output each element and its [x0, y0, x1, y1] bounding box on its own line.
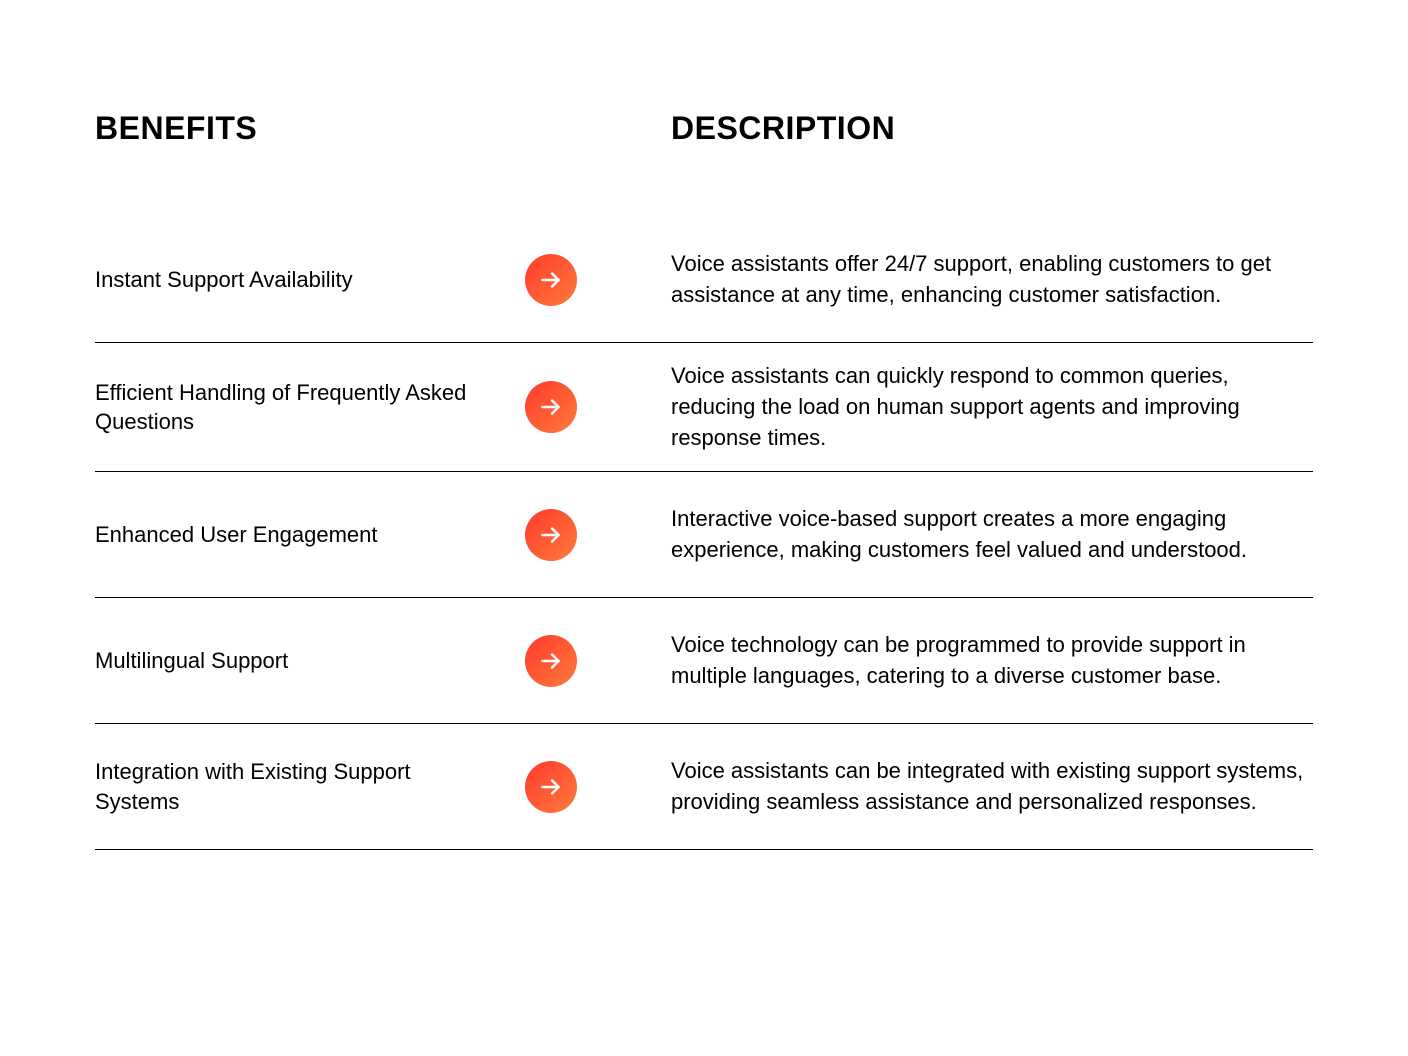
- table-row: Enhanced User Engagement Interactive voi…: [95, 472, 1313, 598]
- table-row: Integration with Existing Support System…: [95, 724, 1313, 850]
- arrow-right-icon: [525, 254, 577, 306]
- description-text: Interactive voice-based support creates …: [671, 504, 1313, 566]
- arrow-icon-cell: [515, 761, 671, 813]
- description-text: Voice assistants offer 24/7 support, ena…: [671, 249, 1313, 311]
- arrow-right-icon: [525, 381, 577, 433]
- benefit-label: Multilingual Support: [95, 646, 515, 676]
- description-text: Voice assistants can quickly respond to …: [671, 361, 1313, 453]
- description-text: Voice technology can be programmed to pr…: [671, 630, 1313, 692]
- arrow-icon-cell: [515, 635, 671, 687]
- table-row: Instant Support Availability Voice assis…: [95, 217, 1313, 343]
- benefit-label: Enhanced User Engagement: [95, 520, 515, 550]
- arrow-icon-cell: [515, 381, 671, 433]
- arrow-right-icon: [525, 509, 577, 561]
- arrow-right-icon: [525, 761, 577, 813]
- table-row: Multilingual Support Voice technology ca…: [95, 598, 1313, 724]
- arrow-right-icon: [525, 635, 577, 687]
- table-row: Efficient Handling of Frequently Asked Q…: [95, 343, 1313, 472]
- arrow-icon-cell: [515, 509, 671, 561]
- benefit-label: Efficient Handling of Frequently Asked Q…: [95, 378, 515, 437]
- description-text: Voice assistants can be integrated with …: [671, 756, 1313, 818]
- description-header: DESCRIPTION: [671, 110, 1313, 147]
- table-headers: BENEFITS DESCRIPTION: [95, 110, 1313, 147]
- benefit-label: Instant Support Availability: [95, 265, 515, 295]
- benefits-header: BENEFITS: [95, 110, 671, 147]
- benefit-label: Integration with Existing Support System…: [95, 757, 515, 816]
- arrow-icon-cell: [515, 254, 671, 306]
